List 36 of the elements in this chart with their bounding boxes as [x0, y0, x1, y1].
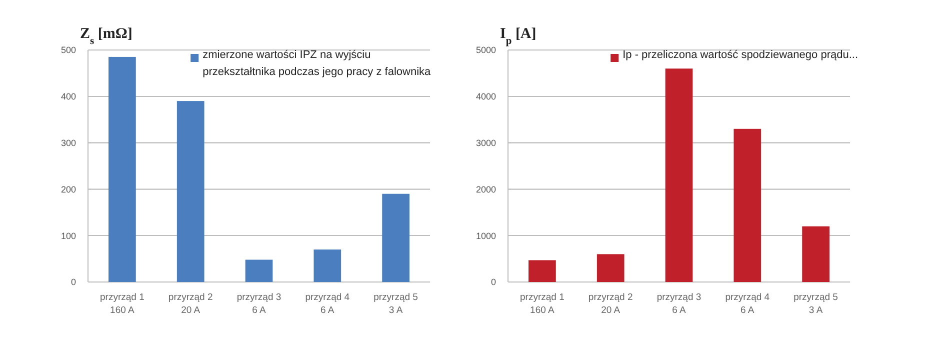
- bar: [245, 260, 273, 282]
- bar: [108, 56, 136, 282]
- bar: [802, 226, 830, 282]
- x-tick-label: przyrząd 5 3 A: [374, 292, 418, 316]
- legend-label: Ip - przeliczona wartość spodziewanego prądu...: [622, 49, 858, 61]
- y-axis-title: Z$_{s}$ [mΩ]: [80, 26, 132, 46]
- y-tick-label: 5000: [476, 45, 496, 56]
- bar: [382, 194, 410, 282]
- x-tick-label: przyrząd 4 6 A: [725, 292, 770, 316]
- bar: [596, 254, 624, 282]
- x-tick-label: przyrząd 1 160 A: [100, 292, 144, 316]
- y-tick-label: 300: [60, 138, 76, 148]
- x-tick-label: przyrząd 4 6 A: [305, 292, 350, 316]
- bar: [528, 260, 556, 282]
- y-tick-label: 2000: [476, 184, 496, 194]
- y-tick-label: 1000: [476, 230, 496, 241]
- y-tick-label: 500: [60, 45, 76, 56]
- legend-label: zmierzone wartości IPZ na wyjściu przekształtnika podczas jego pracy z falownika: [202, 49, 432, 78]
- x-tick-label: przyrząd 2 20 A: [588, 292, 633, 316]
- y-tick-label: 0: [70, 277, 76, 288]
- y-tick-label: 100: [60, 230, 76, 241]
- y-tick-label: 0: [490, 277, 496, 288]
- bar: [176, 101, 204, 282]
- x-tick-label: przyrząd 3 6 A: [656, 292, 702, 316]
- y-tick-label: 3000: [476, 138, 496, 148]
- y-axis-title: I$_{p}$ [A]: [500, 26, 536, 46]
- x-tick-label: przyrząd 1 160 A: [520, 292, 564, 316]
- bar: [665, 68, 693, 282]
- x-tick-label: przyrząd 2 20 A: [168, 292, 213, 316]
- x-tick-label: przyrząd 5 3 A: [794, 292, 838, 316]
- y-tick-label: 4000: [476, 92, 496, 102]
- bar: [314, 250, 342, 282]
- y-tick-label: 400: [60, 92, 76, 102]
- bar: [734, 128, 762, 282]
- x-tick-label: przyrząd 3 6 A: [236, 292, 282, 316]
- y-tick-label: 200: [60, 184, 76, 194]
